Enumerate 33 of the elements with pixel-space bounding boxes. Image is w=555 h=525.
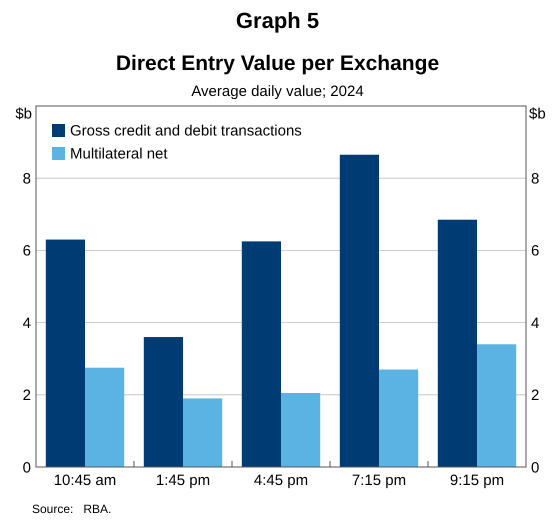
y-tick-label: 6	[22, 242, 31, 260]
y2-tick-label: 4	[531, 314, 540, 332]
chart-title: Direct Entry Value per Exchange	[116, 52, 440, 75]
legend-label: Gross credit and debit transactions	[70, 122, 302, 140]
bar	[281, 392, 320, 467]
y-tick-label: 4	[22, 314, 31, 332]
y2-tick-label: 8	[531, 170, 540, 188]
x-tick-label: 4:45 pm	[254, 472, 308, 489]
bar	[46, 240, 85, 467]
y2-tick-label: 6	[531, 242, 540, 260]
y2-tick-label: 2	[531, 387, 540, 404]
bar	[477, 344, 516, 467]
chart-subtitle: Average daily value; 2024	[191, 83, 364, 100]
legend-label: Multilateral net	[70, 145, 168, 162]
bar	[379, 370, 418, 467]
bar	[438, 220, 477, 467]
y-tick-label: 2	[22, 387, 31, 404]
bar	[183, 398, 222, 467]
y-tick-label: 0	[22, 459, 31, 476]
source-note: Source: RBA.	[32, 502, 112, 516]
bar	[85, 368, 124, 467]
bar	[242, 241, 281, 467]
bar	[340, 154, 379, 467]
bar	[144, 337, 183, 467]
x-tick-label: 9:15 pm	[450, 472, 504, 489]
caption: Graph 5	[236, 8, 320, 33]
y2-axis-title: $b	[529, 105, 546, 122]
x-tick-label: 1:45 pm	[156, 472, 210, 489]
y2-tick-label: 0	[531, 459, 540, 476]
x-tick-label: 10:45 am	[54, 472, 116, 489]
y-axis-title: $b	[15, 105, 32, 122]
x-tick-label: 7:15 pm	[352, 472, 406, 489]
y-tick-label: 8	[22, 170, 31, 188]
